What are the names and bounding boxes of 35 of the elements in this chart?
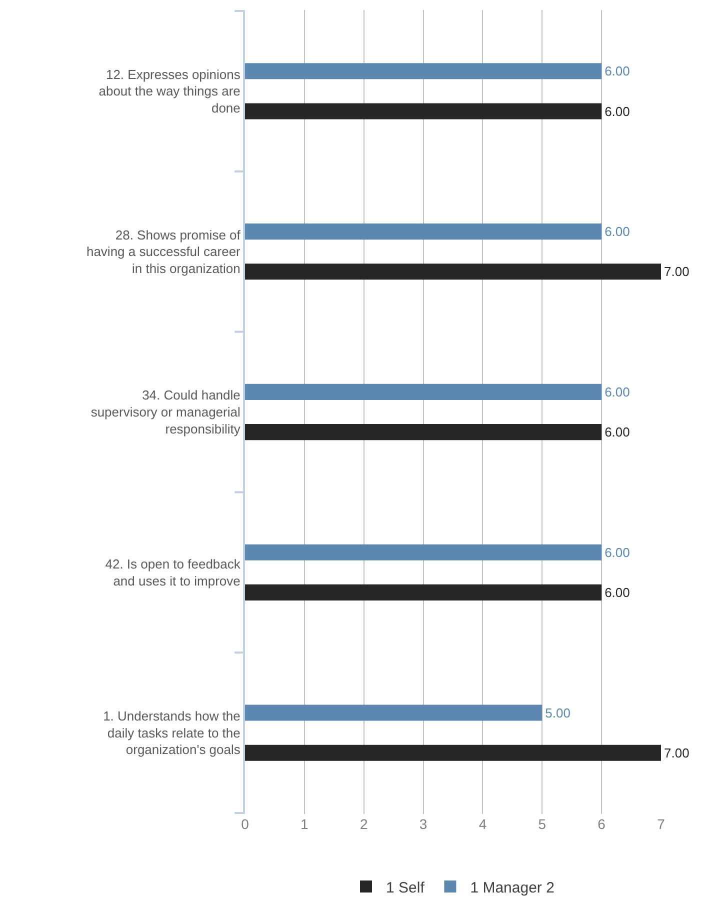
bar [245,424,602,440]
bar [245,384,602,400]
data-label: 6.00 [604,584,630,600]
data-label: 6.00 [604,104,630,119]
y-tick-label: 12. Expresses opinions about the way things are done [98,66,241,116]
y-tick-label: 34. Could handle supervisory or managerial responsibility [90,388,241,436]
bar [245,544,602,560]
legend-label: 1 Self [386,879,426,896]
data-label: 6.00 [604,384,630,400]
data-label: 5.00 [545,705,570,720]
data-label: 6.00 [604,544,630,560]
x-tick-label: 0 [241,816,250,832]
x-tick-label: 5 [538,816,546,832]
bar [245,103,602,120]
bar [245,63,602,80]
bar [245,584,602,600]
x-tick-label: 4 [478,816,487,832]
legend-label: 1 Manager 2 [470,879,554,896]
data-label: 7.00 [664,264,690,280]
data-label: 6.00 [604,64,630,79]
data-label: 6.00 [604,224,630,240]
bar [245,264,661,280]
x-tick-label: 6 [598,816,606,832]
x-tick-label: 7 [657,816,666,832]
y-tick-label: 1. Understands how the daily tasks relate to the organization's goals [103,708,241,758]
x-tick-label: 2 [360,816,368,832]
bar [245,744,661,761]
data-label: 6.00 [604,424,630,440]
y-tick-label: 42. Is open to feedback and uses it to improve [105,556,241,588]
y-tick-label: 28. Shows promise of having a successful career in this organization [86,227,242,276]
bar [245,704,542,721]
bar [245,224,602,240]
data-label: 7.00 [664,745,690,760]
x-tick-label: 1 [300,816,309,832]
x-tick-label: 3 [419,816,428,832]
